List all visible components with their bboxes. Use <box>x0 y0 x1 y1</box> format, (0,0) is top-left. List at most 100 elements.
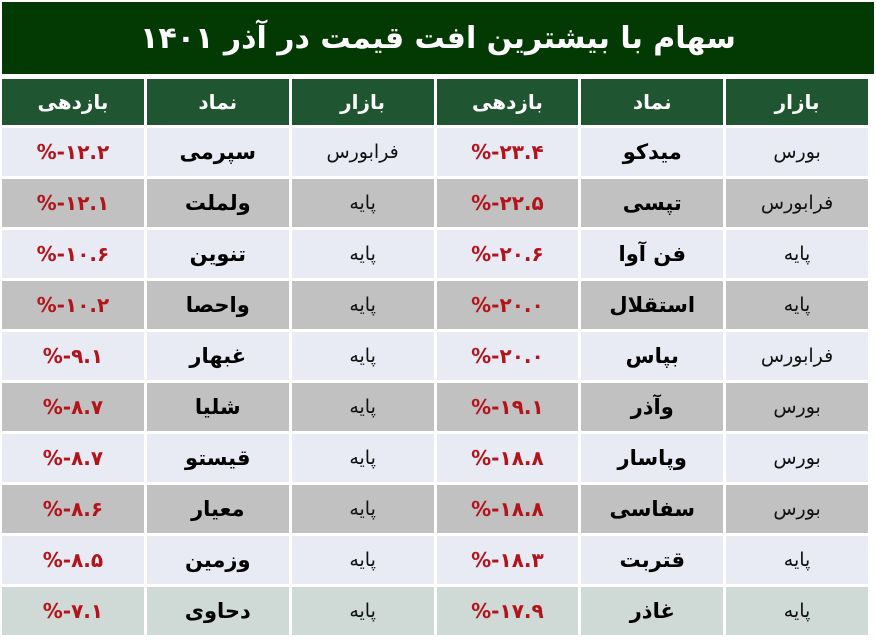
symbol-cell: سپرمی <box>146 128 289 176</box>
table-row: بورس میدکو %-۲۳.۴ فرابورس سپرمی %-۱۲.۲ <box>2 128 868 176</box>
market-cell: فرابورس <box>726 179 868 227</box>
price-drop-table: بازار نماد بازدهی بازار نماد بازدهی بورس… <box>0 76 871 638</box>
return-text: %-۹.۱ <box>42 344 104 368</box>
return-cell: %-۲۲.۵ <box>436 179 579 227</box>
symbol-cell: وپاسار <box>581 434 724 482</box>
symbol-text: دحاوی <box>184 599 251 623</box>
return-text: %-۱۸.۸ <box>471 446 544 470</box>
return-cell: %-۹.۱ <box>2 332 144 380</box>
symbol-text: بپاس <box>625 344 679 368</box>
symbol-text: ولملت <box>184 191 251 215</box>
market-cell: فرابورس <box>291 128 434 176</box>
symbol-cell: غاذر <box>581 587 724 635</box>
market-text: فرابورس <box>760 345 834 367</box>
market-text: پایه <box>783 294 811 316</box>
header-market-1: بازار <box>726 79 868 125</box>
market-cell: پایه <box>291 179 434 227</box>
return-text: %-۲۰.۰ <box>471 344 544 368</box>
symbol-cell: شلیا <box>146 383 289 431</box>
return-cell: %-۸.۶ <box>2 485 144 533</box>
table-row: بورس وآذر %-۱۹.۱ پایه شلیا %-۸.۷ <box>2 383 868 431</box>
header-market-2: بازار <box>291 79 434 125</box>
return-cell: %-۱۲.۱ <box>2 179 144 227</box>
table-row: پایه استقلال %-۲۰.۰ پایه واحصا %-۱۰.۲ <box>2 281 868 329</box>
symbol-cell: میدکو <box>581 128 724 176</box>
return-text: %-۲۰.۰ <box>471 293 544 317</box>
symbol-text: غاذر <box>629 599 675 623</box>
market-text: پایه <box>349 498 376 520</box>
return-cell: %-۲۳.۴ <box>436 128 579 176</box>
return-cell: %-۱۷.۹ <box>436 587 579 635</box>
return-text: %-۱۲.۱ <box>36 191 110 215</box>
market-text: بورس <box>773 396 821 418</box>
header-return-1: بازدهی <box>436 79 579 125</box>
symbol-text: فن آوا <box>618 242 686 266</box>
return-cell: %-۸.۷ <box>2 383 144 431</box>
symbol-text: قیستو <box>185 446 251 470</box>
return-cell: %-۲۰.۰ <box>436 281 579 329</box>
market-text: بورس <box>773 447 821 469</box>
symbol-cell: تپسی <box>581 179 724 227</box>
symbol-text: سفاسی <box>609 497 696 521</box>
market-cell: پایه <box>291 434 434 482</box>
market-cell: پایه <box>726 587 868 635</box>
symbol-text: تپسی <box>622 191 682 215</box>
symbol-text: قتربت <box>619 548 686 572</box>
symbol-text: غبهار <box>189 344 247 368</box>
symbol-text: واحصا <box>185 293 250 317</box>
market-text: پایه <box>349 600 376 622</box>
market-cell: پایه <box>726 536 868 584</box>
symbol-cell: سفاسی <box>581 485 724 533</box>
page-title: سهام با بیشترین افت قیمت در آذر ۱۴۰۱ <box>2 2 874 74</box>
return-cell: %-۲۰.۶ <box>436 230 579 278</box>
market-text: پایه <box>349 294 376 316</box>
return-cell: %-۷.۱ <box>2 587 144 635</box>
table-row: بورس سفاسی %-۱۸.۸ پایه معیار %-۸.۶ <box>2 485 868 533</box>
market-cell: پایه <box>726 281 868 329</box>
market-cell: پایه <box>291 332 434 380</box>
return-text: %-۱۲.۲ <box>36 140 110 164</box>
symbol-text: وپاسار <box>617 446 687 470</box>
return-text: %-۱۸.۸ <box>471 497 544 521</box>
symbol-cell: استقلال <box>581 281 724 329</box>
symbol-text: استقلال <box>609 293 696 317</box>
market-cell: بورس <box>726 434 868 482</box>
return-text: %-۱۸.۳ <box>471 548 544 572</box>
symbol-text: تنوین <box>189 242 246 266</box>
symbol-cell: وزمین <box>146 536 289 584</box>
symbol-text: سپرمی <box>179 140 257 164</box>
market-text: پایه <box>783 600 811 622</box>
return-cell: %-۱۰.۶ <box>2 230 144 278</box>
return-text: %-۲۳.۴ <box>471 140 544 164</box>
market-text: فرابورس <box>760 192 834 214</box>
return-cell: %-۱۸.۸ <box>436 434 579 482</box>
return-text: %-۲۰.۶ <box>471 242 544 266</box>
market-cell: پایه <box>291 536 434 584</box>
header-return-2: بازدهی <box>2 79 144 125</box>
market-text: پایه <box>349 549 376 571</box>
market-text: پایه <box>349 192 376 214</box>
return-text: %-۸.۷ <box>42 395 104 419</box>
table-row: فرابورس بپاس %-۲۰.۰ پایه غبهار %-۹.۱ <box>2 332 868 380</box>
market-cell: فرابورس <box>726 332 868 380</box>
symbol-text: وآذر <box>630 395 674 419</box>
header-row: بازار نماد بازدهی بازار نماد بازدهی <box>2 79 868 125</box>
market-cell: بورس <box>726 383 868 431</box>
market-cell: پایه <box>291 230 434 278</box>
return-cell: %-۱۸.۸ <box>436 485 579 533</box>
symbol-cell: قیستو <box>146 434 289 482</box>
market-text: فرابورس <box>326 141 399 163</box>
market-cell: پایه <box>291 281 434 329</box>
return-text: %-۸.۷ <box>42 446 104 470</box>
return-cell: %-۲۰.۰ <box>436 332 579 380</box>
market-text: بورس <box>773 141 821 163</box>
market-cell: پایه <box>291 383 434 431</box>
return-cell: %-۸.۵ <box>2 536 144 584</box>
market-text: پایه <box>349 345 376 367</box>
return-text: %-۷.۱ <box>42 599 104 623</box>
table-row: پایه غاذر %-۱۷.۹ پایه دحاوی %-۷.۱ <box>2 587 868 635</box>
symbol-cell: دحاوی <box>146 587 289 635</box>
symbol-cell: وآذر <box>581 383 724 431</box>
symbol-text: معیار <box>191 497 245 521</box>
table-row: پایه فن آوا %-۲۰.۶ پایه تنوین %-۱۰.۶ <box>2 230 868 278</box>
